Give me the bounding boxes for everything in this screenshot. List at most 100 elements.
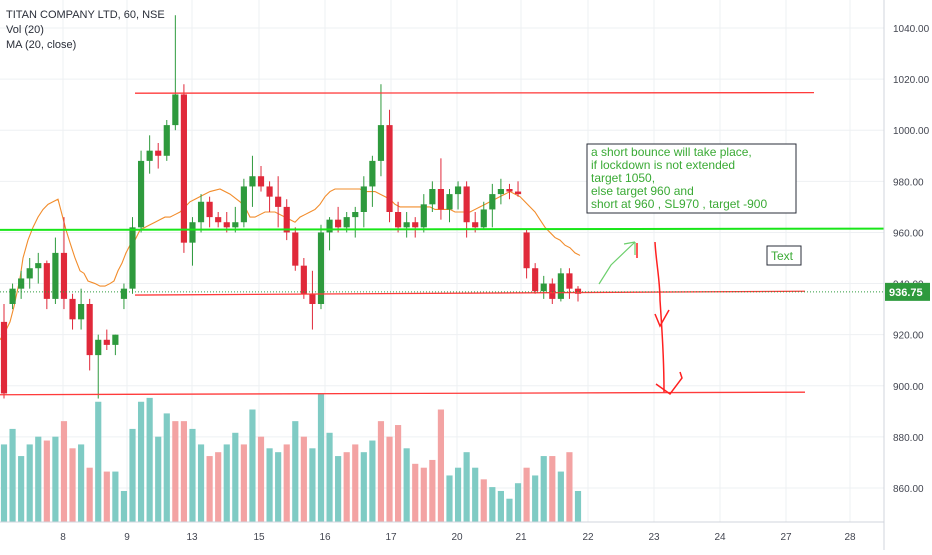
candle-body [317, 232, 325, 304]
candle-body [86, 304, 93, 356]
volume-bar [275, 452, 282, 522]
volume-bar [35, 436, 42, 522]
volume-bar [429, 459, 436, 522]
candle-body [326, 219, 333, 233]
bounce-arrow [598, 241, 636, 285]
x-tick-label: 28 [844, 532, 856, 543]
y-tick-label: 960.00 [893, 228, 924, 239]
candle-body [429, 189, 436, 205]
volume-bar [112, 471, 119, 522]
candle-body [480, 209, 487, 228]
volume-bar [472, 467, 479, 522]
symbol-title: TITAN COMPANY LTD, 60, NSE [6, 9, 165, 21]
volume-bar [197, 444, 205, 522]
volume-bar [523, 467, 530, 522]
candle-body [300, 265, 307, 294]
volume-bar [69, 448, 76, 522]
volume-bar [309, 448, 316, 522]
candle-body [446, 194, 453, 210]
candle-body [523, 232, 530, 269]
x-tick-label: 23 [648, 532, 660, 543]
volume-bar [395, 425, 402, 522]
candle-body [377, 125, 385, 161]
y-tick-label: 1040.00 [893, 24, 930, 35]
candle-body [180, 94, 187, 243]
down-arrow-shaft [654, 241, 665, 393]
candle-body [506, 189, 513, 192]
target-900-line [0, 391, 806, 396]
candle-body [557, 273, 564, 299]
volume-bar [26, 444, 33, 522]
x-tick-label: 16 [319, 532, 331, 543]
candle-body [172, 94, 179, 126]
candle-body [420, 204, 427, 228]
annotation-text-line: target 1050, [591, 171, 655, 185]
candle-body [574, 288, 582, 294]
volume-bar [317, 394, 325, 522]
chart-legend: TITAN COMPANY LTD, 60, NSE Vol (20) MA (… [6, 8, 165, 53]
volume-bar [514, 483, 522, 522]
candle-body [197, 201, 205, 223]
volume-bar [172, 421, 179, 522]
y-tick-label: 1020.00 [893, 75, 930, 86]
volume-bar [18, 456, 25, 522]
candle-body [155, 150, 162, 156]
volume-bar [446, 475, 453, 522]
candle-body [497, 189, 504, 195]
volume-bar [266, 448, 273, 522]
candle-body [335, 219, 342, 228]
volume-bar [86, 467, 93, 522]
candle-body [129, 227, 136, 289]
volume-bar [412, 463, 419, 522]
volume-bar [343, 452, 350, 522]
candle-body [412, 222, 419, 228]
volume-bar [232, 432, 239, 522]
volume-bar [352, 444, 359, 522]
volume-bar [549, 456, 556, 522]
candle-body [163, 125, 170, 156]
candle-body [103, 339, 110, 345]
volume-bar [206, 456, 213, 522]
volume-bar [369, 440, 376, 522]
volume-bar [489, 487, 496, 522]
volume-bar [103, 471, 110, 522]
x-tick-label: 20 [451, 532, 463, 543]
annotation-text-line: if lockdown is not extended [591, 158, 735, 172]
volume-bar [557, 471, 564, 522]
volume-bar [257, 436, 265, 522]
volume-bar [180, 421, 187, 522]
x-tick-label: 22 [582, 532, 594, 543]
y-tick-label: 1000.00 [893, 126, 930, 137]
candle-body [257, 176, 265, 187]
candle-body [120, 288, 128, 299]
candle-body [463, 186, 470, 223]
candle-body [514, 191, 522, 195]
x-tick-label: 21 [515, 532, 527, 543]
candle-body [43, 263, 50, 299]
candle-body [60, 252, 68, 299]
volume-bar [129, 428, 136, 522]
annotation-text-line: else target 960 and [591, 184, 694, 198]
volume-bar [566, 452, 573, 522]
candle-body [18, 278, 25, 289]
candle-body [292, 232, 299, 266]
candle-body [309, 293, 316, 304]
x-tick-label: 8 [60, 532, 66, 543]
candle-body [95, 339, 102, 356]
candle-body [472, 222, 479, 228]
candle-body [386, 125, 393, 212]
candle-body [549, 283, 556, 299]
candle-body [275, 196, 282, 207]
volume-bar [506, 498, 513, 522]
level-960-line [0, 227, 885, 231]
candle-body [223, 222, 230, 228]
candle-body [360, 186, 367, 212]
candle-body [532, 268, 539, 292]
volume-bar [403, 448, 410, 522]
volume-bar [420, 467, 427, 522]
resistance-line [134, 92, 815, 94]
volume-bar [120, 490, 128, 522]
volume-bar [137, 401, 145, 522]
